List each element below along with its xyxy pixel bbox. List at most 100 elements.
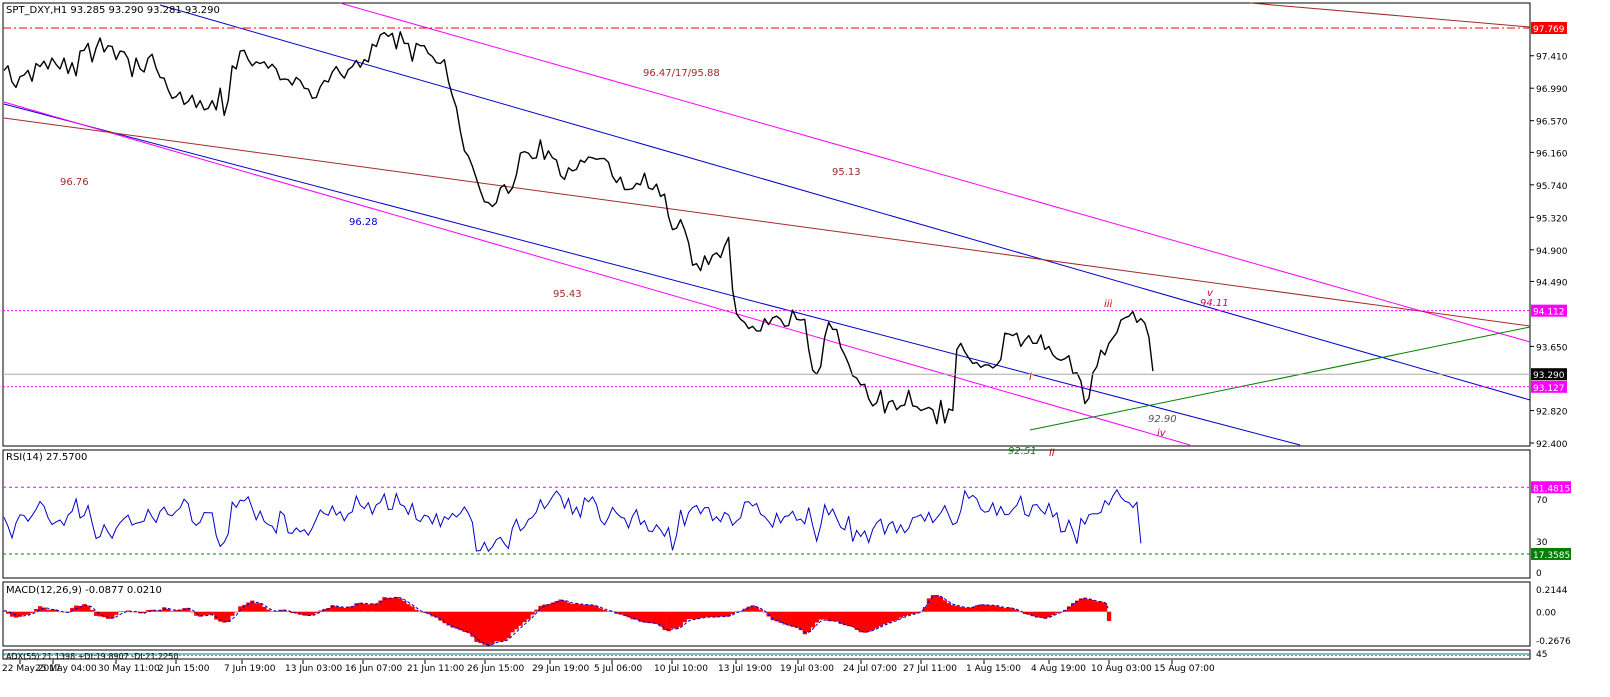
macd-bar[interactable] <box>954 605 960 612</box>
macd-bar[interactable] <box>490 611 495 644</box>
macd-bar[interactable] <box>962 607 968 612</box>
macd-bar[interactable] <box>326 608 331 612</box>
macd-bar[interactable] <box>434 611 439 618</box>
macd-bar[interactable] <box>930 595 936 612</box>
macd-bar[interactable] <box>934 595 940 612</box>
macd-bar[interactable] <box>466 611 471 633</box>
macd-bar[interactable] <box>178 609 183 612</box>
macd-bar[interactable] <box>950 605 956 612</box>
macd-bar[interactable] <box>794 611 799 628</box>
macd-bar[interactable] <box>218 611 223 622</box>
rsi-panel[interactable]: 81.4815 17.3585 <box>3 481 1571 561</box>
macd-bar[interactable] <box>158 610 163 612</box>
macd-bar[interactable] <box>426 611 431 615</box>
macd-bar[interactable] <box>82 604 87 612</box>
macd-bar[interactable] <box>270 611 275 613</box>
macd-bar[interactable] <box>150 609 155 612</box>
macd-bar[interactable] <box>718 611 723 617</box>
macd-bar[interactable] <box>558 599 563 612</box>
macd-bar[interactable] <box>850 611 855 627</box>
macd-bar[interactable] <box>190 611 195 613</box>
macd-bar[interactable] <box>42 607 47 612</box>
macd-bar[interactable] <box>18 611 23 617</box>
macd-bar[interactable] <box>754 607 759 612</box>
macd-bar[interactable] <box>802 611 807 635</box>
macd-bar[interactable] <box>174 610 179 612</box>
macd-bar[interactable] <box>214 611 219 620</box>
macd-bar[interactable] <box>770 611 775 621</box>
macd-bar[interactable] <box>782 611 787 625</box>
macd-bar[interactable] <box>1006 607 1012 612</box>
macd-bar[interactable] <box>238 606 243 612</box>
macd-bar[interactable] <box>838 611 843 624</box>
macd-bar[interactable] <box>902 611 907 617</box>
macd-bar[interactable] <box>1034 611 1040 618</box>
macd-bar[interactable] <box>282 609 287 612</box>
macd-bar[interactable] <box>1042 611 1048 619</box>
macd-bar[interactable] <box>1058 611 1064 613</box>
macd-bar[interactable] <box>522 611 527 623</box>
macd-bar[interactable] <box>122 611 127 612</box>
macd-bar[interactable] <box>958 606 964 612</box>
macd-bar[interactable] <box>374 603 379 612</box>
macd-bar[interactable] <box>46 609 51 612</box>
macd-bar[interactable] <box>710 611 715 617</box>
macd-bar[interactable] <box>194 611 199 616</box>
macd-bar[interactable] <box>914 611 920 614</box>
macd-bar[interactable] <box>694 611 699 619</box>
macd-bar[interactable] <box>806 611 811 633</box>
macd-bar[interactable] <box>170 610 175 612</box>
macd-bar[interactable] <box>198 611 203 617</box>
macd-bar[interactable] <box>650 611 655 624</box>
macd-bar[interactable] <box>342 607 347 612</box>
macd-bar[interactable] <box>454 611 459 629</box>
macd-bar[interactable] <box>102 611 107 618</box>
macd-bar[interactable] <box>1010 608 1016 612</box>
macd-bar[interactable] <box>830 611 835 622</box>
macd-bar[interactable] <box>586 604 591 612</box>
macd-bar[interactable] <box>906 611 911 615</box>
macd-bar[interactable] <box>186 607 191 612</box>
macd-bar[interactable] <box>394 596 399 612</box>
macd-bar[interactable] <box>878 611 883 627</box>
macd-bar[interactable] <box>470 611 475 637</box>
macd-bar[interactable] <box>50 609 55 612</box>
macd-bar[interactable] <box>226 611 231 622</box>
macd-bar[interactable] <box>562 600 567 612</box>
macd-bar[interactable] <box>86 605 91 612</box>
macd-bar[interactable] <box>246 602 251 612</box>
macd-bar[interactable] <box>742 608 747 612</box>
macd-bar[interactable] <box>862 611 867 633</box>
macd-bar[interactable] <box>1018 611 1024 613</box>
macd-bar[interactable] <box>10 611 15 617</box>
macd-bar[interactable] <box>142 611 147 614</box>
macd-bar[interactable] <box>654 611 659 624</box>
macd-bar[interactable] <box>442 611 447 624</box>
macd-bar[interactable] <box>714 611 719 618</box>
macd-bar[interactable] <box>774 611 779 622</box>
macd-bar[interactable] <box>606 611 611 612</box>
macd-bar[interactable] <box>154 610 159 612</box>
macd-bar[interactable] <box>926 598 932 612</box>
macd-bar[interactable] <box>1038 611 1044 618</box>
macd-bar[interactable] <box>790 611 795 627</box>
macd-bar[interactable] <box>938 596 944 612</box>
macd-bar[interactable] <box>1014 609 1020 612</box>
macd-bar[interactable] <box>290 611 295 613</box>
macd-bar[interactable] <box>662 611 667 631</box>
macd-bar[interactable] <box>38 606 43 612</box>
macd-bar[interactable] <box>1086 599 1092 612</box>
macd-bar[interactable] <box>1066 606 1072 612</box>
macd-bar[interactable] <box>6 611 11 614</box>
macd-bar[interactable] <box>378 600 383 612</box>
macd-bar[interactable] <box>1026 611 1032 615</box>
macd-bar[interactable] <box>810 611 815 628</box>
macd-bar[interactable] <box>294 611 299 614</box>
macd-bar[interactable] <box>494 611 499 642</box>
macd-bar[interactable] <box>858 611 863 633</box>
macd-bar[interactable] <box>258 603 263 612</box>
macd-bar[interactable] <box>126 610 131 612</box>
macd-bar[interactable] <box>870 611 875 630</box>
macd-bar[interactable] <box>854 611 859 630</box>
